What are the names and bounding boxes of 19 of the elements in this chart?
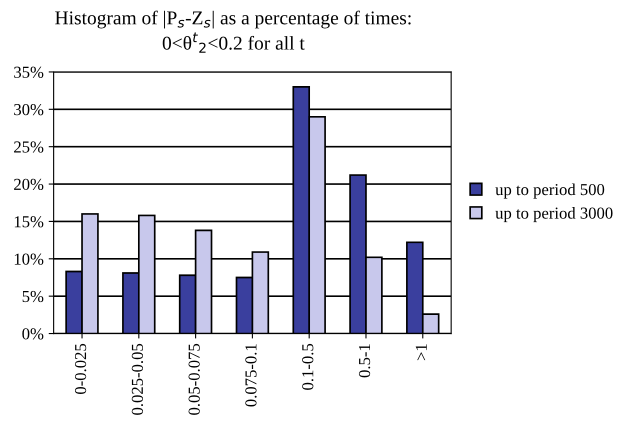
x-tick-label: 0.075-0.1 xyxy=(245,344,257,407)
legend-label: up to period 500 xyxy=(495,183,604,199)
y-tick-label: 30% xyxy=(14,104,44,116)
x-tick-label: 0.1-0.5 xyxy=(302,344,314,390)
legend-label: up to period 3000 xyxy=(495,207,613,222)
x-tick-label: 0.5-1 xyxy=(358,344,370,378)
chart-subtitle: 0<θ$^{t}$$_{2}$<0.2 for all t xyxy=(162,32,305,53)
x-tick-label: 0-0.025 xyxy=(74,344,86,394)
y-tick-label: 25% xyxy=(14,141,44,153)
x-tick-label: 0.025-0.05 xyxy=(132,344,144,415)
x-tick-label: 0.05-0.075 xyxy=(188,344,200,415)
chart-title: Histogram of |P$_{s}$-Z$_{s}$| as a percentage of times: xyxy=(55,10,411,28)
y-tick-label: 10% xyxy=(14,253,44,265)
y-tick-label: 0% xyxy=(22,328,44,340)
x-tick-label: >1 xyxy=(416,344,427,360)
y-tick-label: 35% xyxy=(14,66,44,78)
y-tick-label: 15% xyxy=(14,216,44,228)
y-tick-label: 20% xyxy=(14,178,44,190)
y-tick-label: 5% xyxy=(22,290,44,302)
